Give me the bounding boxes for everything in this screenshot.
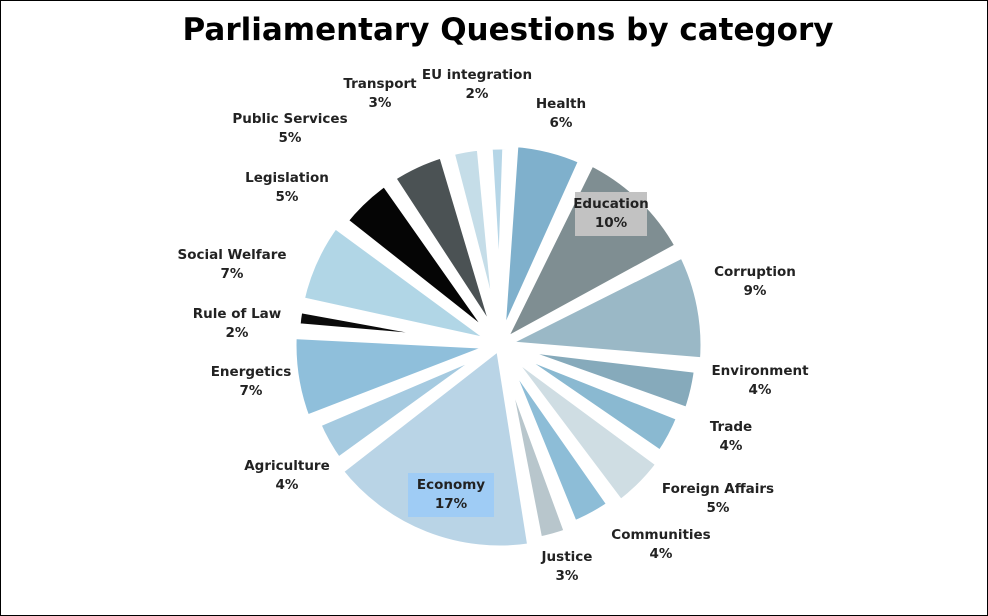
label-rule-of-law: Rule of Law [193,306,282,322]
value-label-economy: 17% [435,496,468,512]
label-agriculture: Agriculture [244,458,330,474]
label-communities: Communities [611,527,710,543]
label-legislation: Legislation [245,170,329,186]
value-label-public-services: 5% [279,130,302,146]
label-environment: Environment [711,363,809,379]
value-label-communities: 4% [650,546,673,562]
slice-agriculture [310,340,503,469]
highlight-economy [408,473,494,517]
pie-center [494,339,506,351]
slice-trade [497,340,688,462]
value-label-justice: 3% [556,568,579,584]
value-label-energetics: 7% [240,383,263,399]
value-label-social-welfare: 7% [221,266,244,282]
label-public-services: Public Services [232,111,347,127]
chart-title: Parliamentary Questions by category [182,12,834,48]
slice-energetics [287,329,502,426]
label-trade: Trade [710,419,752,435]
value-label-transport: 3% [369,95,392,111]
label-economy: Economy [417,477,485,493]
label-energetics: Energetics [211,364,292,380]
value-label-health: 6% [550,115,573,131]
label-social-welfare: Social Welfare [177,247,286,263]
slice-foreign-affairs [496,341,668,511]
slice-public-services [384,147,505,348]
value-label-eu-integration: 2% [466,86,489,102]
value-label-legislation: 5% [276,189,299,205]
label-health: Health [536,96,586,112]
slice-communities [495,342,619,532]
label-foreign-affairs: Foreign Affairs [662,481,774,497]
slice-transport [444,140,505,347]
value-label-environment: 4% [749,382,772,398]
slice-legislation [336,175,504,349]
value-label-corruption: 9% [744,283,767,299]
slice-corruption [483,247,710,367]
highlight-education [575,192,647,236]
label-corruption: Corruption [714,264,796,280]
value-label-education: 10% [595,215,628,231]
label-justice: Justice [541,549,593,565]
label-education: Education [573,196,649,212]
value-label-trade: 4% [720,438,743,454]
slice-justice [495,343,575,547]
value-label-rule-of-law: 2% [226,325,249,341]
value-label-agriculture: 4% [276,477,299,493]
slice-social-welfare [294,217,503,350]
label-transport: Transport [343,76,417,92]
slice-eu-integration [483,140,512,346]
value-label-foreign-affairs: 5% [707,500,730,516]
label-eu-integration: EU integration [422,67,532,83]
